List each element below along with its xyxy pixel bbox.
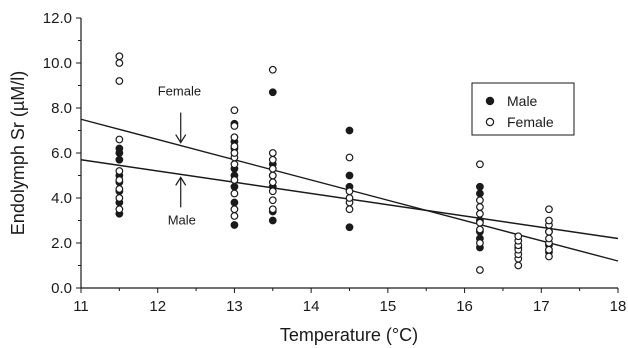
- point-male: [115, 144, 124, 153]
- point-female: [345, 194, 354, 202]
- point-female: [268, 164, 277, 173]
- point-female: [115, 185, 124, 193]
- point-female: [230, 142, 239, 151]
- point-female: [476, 160, 484, 169]
- point-female: [476, 266, 484, 274]
- point-female: [514, 261, 523, 270]
- y-tick-label: 8.0: [51, 100, 72, 117]
- point-female: [230, 149, 239, 157]
- x-tick-label: 18: [610, 298, 627, 315]
- x-tick-label: 17: [533, 298, 550, 315]
- y-axis-label: Endolymph Sr (µM/l): [8, 71, 28, 235]
- point-female: [115, 59, 124, 67]
- point-female: [476, 218, 484, 227]
- point-female: [230, 106, 239, 115]
- point-female: [230, 205, 239, 214]
- point-female: [345, 205, 354, 214]
- data-points: [115, 52, 553, 274]
- point-female: [268, 205, 277, 214]
- x-tick-label: 12: [149, 298, 166, 315]
- x-tick-label: 15: [380, 298, 397, 315]
- arrow-female-head: [175, 134, 187, 144]
- point-female: [230, 189, 239, 198]
- point-female: [345, 153, 354, 162]
- point-male: [476, 182, 484, 191]
- point-female: [268, 149, 277, 157]
- point-female: [545, 227, 553, 236]
- point-male: [345, 126, 354, 135]
- x-axis-ticks: 11 12 13 14 15 16 17 18: [73, 288, 626, 315]
- point-female: [230, 212, 239, 220]
- point-female: [545, 252, 553, 261]
- point-female: [268, 65, 277, 74]
- y-tick-label: 0.0: [51, 280, 72, 297]
- x-tick-label: 16: [456, 298, 473, 315]
- x-tick-label: 14: [303, 298, 320, 315]
- point-female: [268, 187, 277, 196]
- x-axis-label: Temperature (°C): [280, 325, 418, 345]
- point-male: [345, 171, 354, 180]
- arrow-male-head: [175, 176, 187, 186]
- point-male: [115, 155, 124, 164]
- point-female: [545, 205, 553, 214]
- x-tick-label: 11: [73, 298, 89, 315]
- y-axis-ticks: 0.0 2.0 4.0 6.0 8.0 10.0 12.0: [43, 10, 81, 297]
- point-female: [268, 155, 277, 164]
- annotation-female: Female: [158, 84, 201, 99]
- point-female: [476, 203, 484, 211]
- point-female: [268, 196, 277, 205]
- point-female: [514, 232, 523, 241]
- point-female: [230, 133, 239, 142]
- point-male: [230, 221, 239, 229]
- legend-label-female: Female: [507, 114, 554, 130]
- point-male: [230, 198, 239, 207]
- point-female: [268, 171, 277, 180]
- point-female: [476, 225, 484, 234]
- point-female: [545, 245, 553, 254]
- point-male: [230, 182, 239, 191]
- point-female: [230, 176, 239, 184]
- point-female: [476, 209, 484, 218]
- legend-marker-male: [485, 96, 495, 106]
- point-female: [268, 178, 277, 187]
- point-female: [115, 167, 124, 175]
- point-female: [476, 239, 484, 247]
- point-female: [115, 135, 124, 144]
- y-tick-label: 6.0: [51, 145, 72, 162]
- y-tick-label: 4.0: [51, 190, 72, 207]
- legend: Male Female: [471, 82, 575, 136]
- y-tick-label: 10.0: [43, 55, 72, 72]
- point-female: [115, 205, 124, 214]
- plot-area: 11 12 13 14 15 16 17 18 0.0 2.0 4.0 6.0 8.0 10.0 12.0…: [43, 10, 627, 315]
- y-tick-label: 12.0: [43, 10, 72, 27]
- point-female: [476, 196, 484, 205]
- point-female: [545, 234, 553, 243]
- point-female: [230, 160, 239, 169]
- x-tick-label: 13: [226, 298, 243, 315]
- point-female: [230, 122, 239, 130]
- point-male: [268, 216, 277, 225]
- point-female: [115, 52, 124, 61]
- legend-marker-female: [485, 117, 495, 127]
- point-female: [545, 216, 553, 225]
- annotation-male: Male: [168, 212, 196, 227]
- y-tick-label: 2.0: [51, 235, 72, 252]
- point-female: [345, 187, 354, 196]
- point-male: [345, 223, 354, 232]
- point-female: [115, 77, 124, 85]
- point-male: [268, 88, 277, 97]
- line-annotations: Female Male: [158, 84, 201, 228]
- legend-box: [471, 82, 575, 136]
- legend-label-male: Male: [507, 93, 538, 109]
- point-female: [115, 176, 124, 184]
- point-male: [476, 189, 484, 198]
- point-female: [115, 194, 124, 202]
